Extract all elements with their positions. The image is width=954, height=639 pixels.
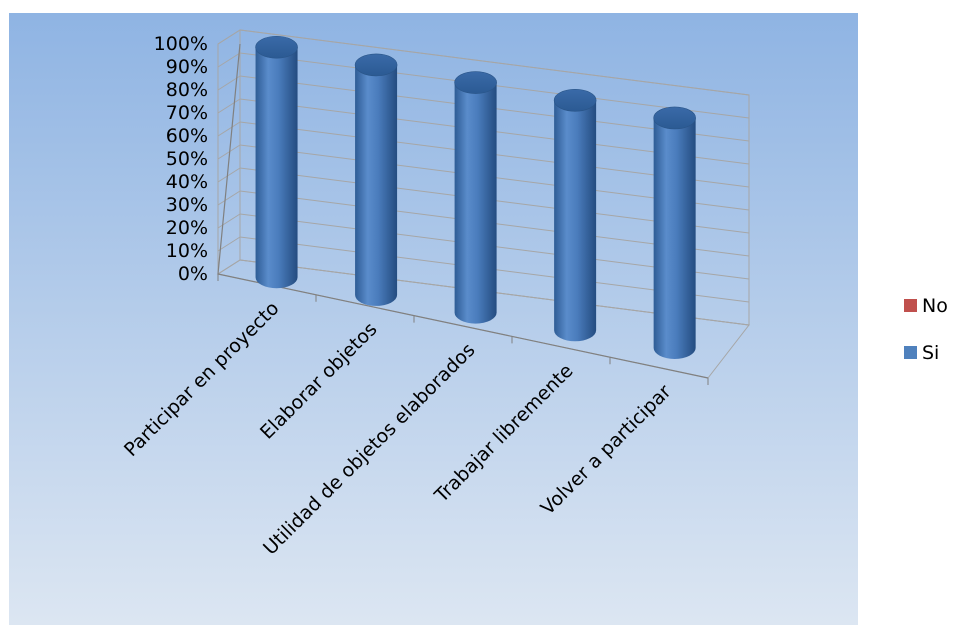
- x-axis-line: [217, 273, 709, 379]
- side-gridline: [217, 259, 241, 275]
- y-tick-label: 60%: [166, 125, 208, 147]
- side-gridline: [217, 236, 241, 252]
- bars: [255, 35, 696, 359]
- bar-si: [554, 100, 597, 342]
- side-gridline: [217, 213, 241, 229]
- side-gridline: [217, 144, 241, 160]
- y-tick-label: 80%: [166, 79, 208, 101]
- bar-si: [255, 47, 298, 289]
- bar-si-top: [255, 35, 298, 59]
- y-tick-label: 100%: [154, 33, 208, 55]
- bar-si-top: [354, 53, 398, 77]
- legend-label-si: Si: [922, 342, 939, 364]
- gridline: [239, 29, 750, 96]
- y-tick-label: 30%: [166, 194, 208, 216]
- bar-si-top: [653, 106, 696, 130]
- axes: [217, 43, 709, 385]
- bar-si-top: [454, 71, 497, 94]
- y-tick-label: 0%: [178, 263, 208, 285]
- y-tick-label: 50%: [166, 148, 208, 170]
- bar-si: [355, 64, 398, 306]
- legend: No Si: [904, 295, 948, 364]
- y-tick-label: 20%: [166, 217, 208, 239]
- bar-si-top: [553, 88, 597, 112]
- side-gridline: [217, 52, 241, 68]
- chart-background: [9, 13, 858, 625]
- side-gridline: [217, 98, 241, 114]
- bar-si: [653, 117, 696, 359]
- side-gridline: [217, 29, 241, 45]
- y-axis-line: [217, 43, 241, 275]
- legend-swatch-no: [904, 299, 917, 312]
- y-tick-label: 70%: [166, 102, 208, 124]
- side-gridline: [217, 167, 241, 183]
- y-tick-label: 10%: [166, 240, 208, 262]
- y-tick-label: 90%: [166, 56, 208, 78]
- y-axis-tick-labels: 0%10%20%30%40%50%60%70%80%90%100%: [154, 33, 208, 285]
- bar-si: [454, 82, 497, 324]
- legend-label-no: No: [922, 295, 948, 317]
- y-tick-label: 40%: [166, 171, 208, 193]
- side-gridline: [217, 121, 241, 137]
- side-gridline: [217, 190, 241, 206]
- legend-swatch-si: [904, 346, 917, 359]
